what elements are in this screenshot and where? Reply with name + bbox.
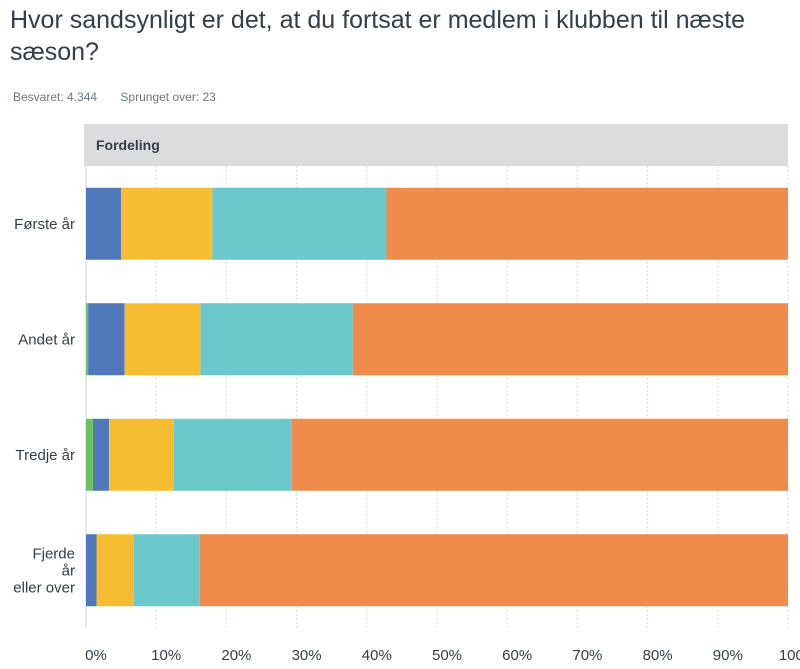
bar-segment[interactable] xyxy=(291,418,788,491)
x-tick-label: 50% xyxy=(432,647,462,664)
bar-segment[interactable] xyxy=(124,303,201,376)
distribution-tab[interactable]: Fordeling xyxy=(84,124,788,166)
category-labels: Første år Andet år Tredje år Fjerde år eller … xyxy=(13,216,75,597)
bar-segment[interactable] xyxy=(86,187,122,260)
x-tick-label: 30% xyxy=(292,647,322,664)
bar-segment[interactable] xyxy=(173,418,292,491)
bar-segment[interactable] xyxy=(88,303,125,376)
bar-segment[interactable] xyxy=(121,187,213,260)
category-label-line: år xyxy=(62,562,75,579)
bar-segment[interactable] xyxy=(86,534,97,607)
x-tick-label: 10% xyxy=(151,647,181,664)
bar-segment[interactable] xyxy=(133,534,200,607)
distribution-tab-label: Fordeling xyxy=(96,137,160,153)
x-tick-label: 70% xyxy=(572,647,602,664)
x-tick-label: 20% xyxy=(221,647,251,664)
response-stats: Besvaret: 4.344 Sprunget over: 23 xyxy=(13,90,236,104)
skipped-count: Sprunget over: 23 xyxy=(120,90,216,104)
category-label-line: eller over xyxy=(13,579,75,596)
category-label: Tredje år xyxy=(16,447,75,464)
bar-segment[interactable] xyxy=(86,418,94,491)
x-axis-ticks: 0% 10% 20% 30% 40% 50% 60% 70% 80% 90% 100% xyxy=(85,647,800,664)
bar-segment[interactable] xyxy=(352,303,788,376)
category-label-line: Første år xyxy=(14,216,75,233)
stacked-bars xyxy=(86,187,788,607)
question-title: Hvor sandsynligt er det, at du fortsat e… xyxy=(10,6,746,66)
category-label: Fjerde år eller over xyxy=(13,545,75,596)
bar-segment[interactable] xyxy=(86,303,89,376)
category-label: Første år xyxy=(14,216,75,233)
x-tick-label: 60% xyxy=(502,647,532,664)
bar-segment[interactable] xyxy=(96,534,134,607)
bar-segment[interactable] xyxy=(199,534,788,607)
x-tick-label: 0% xyxy=(85,647,107,664)
category-label-line: Andet år xyxy=(18,331,75,348)
x-tick-label: 80% xyxy=(643,647,673,664)
category-label: Andet år xyxy=(18,331,75,348)
bar-segment[interactable] xyxy=(212,187,387,260)
category-label-line: Fjerde xyxy=(32,545,75,562)
bar-segment[interactable] xyxy=(109,418,174,491)
answered-count: Besvaret: 4.344 xyxy=(13,90,98,104)
x-tick-label: 100% xyxy=(779,647,800,664)
category-label-line: Tredje år xyxy=(16,447,75,464)
x-tick-label: 40% xyxy=(362,647,392,664)
bar-segment[interactable] xyxy=(386,187,788,260)
bar-segment[interactable] xyxy=(200,303,353,376)
x-tick-label: 90% xyxy=(713,647,743,664)
bar-segment[interactable] xyxy=(93,418,110,491)
